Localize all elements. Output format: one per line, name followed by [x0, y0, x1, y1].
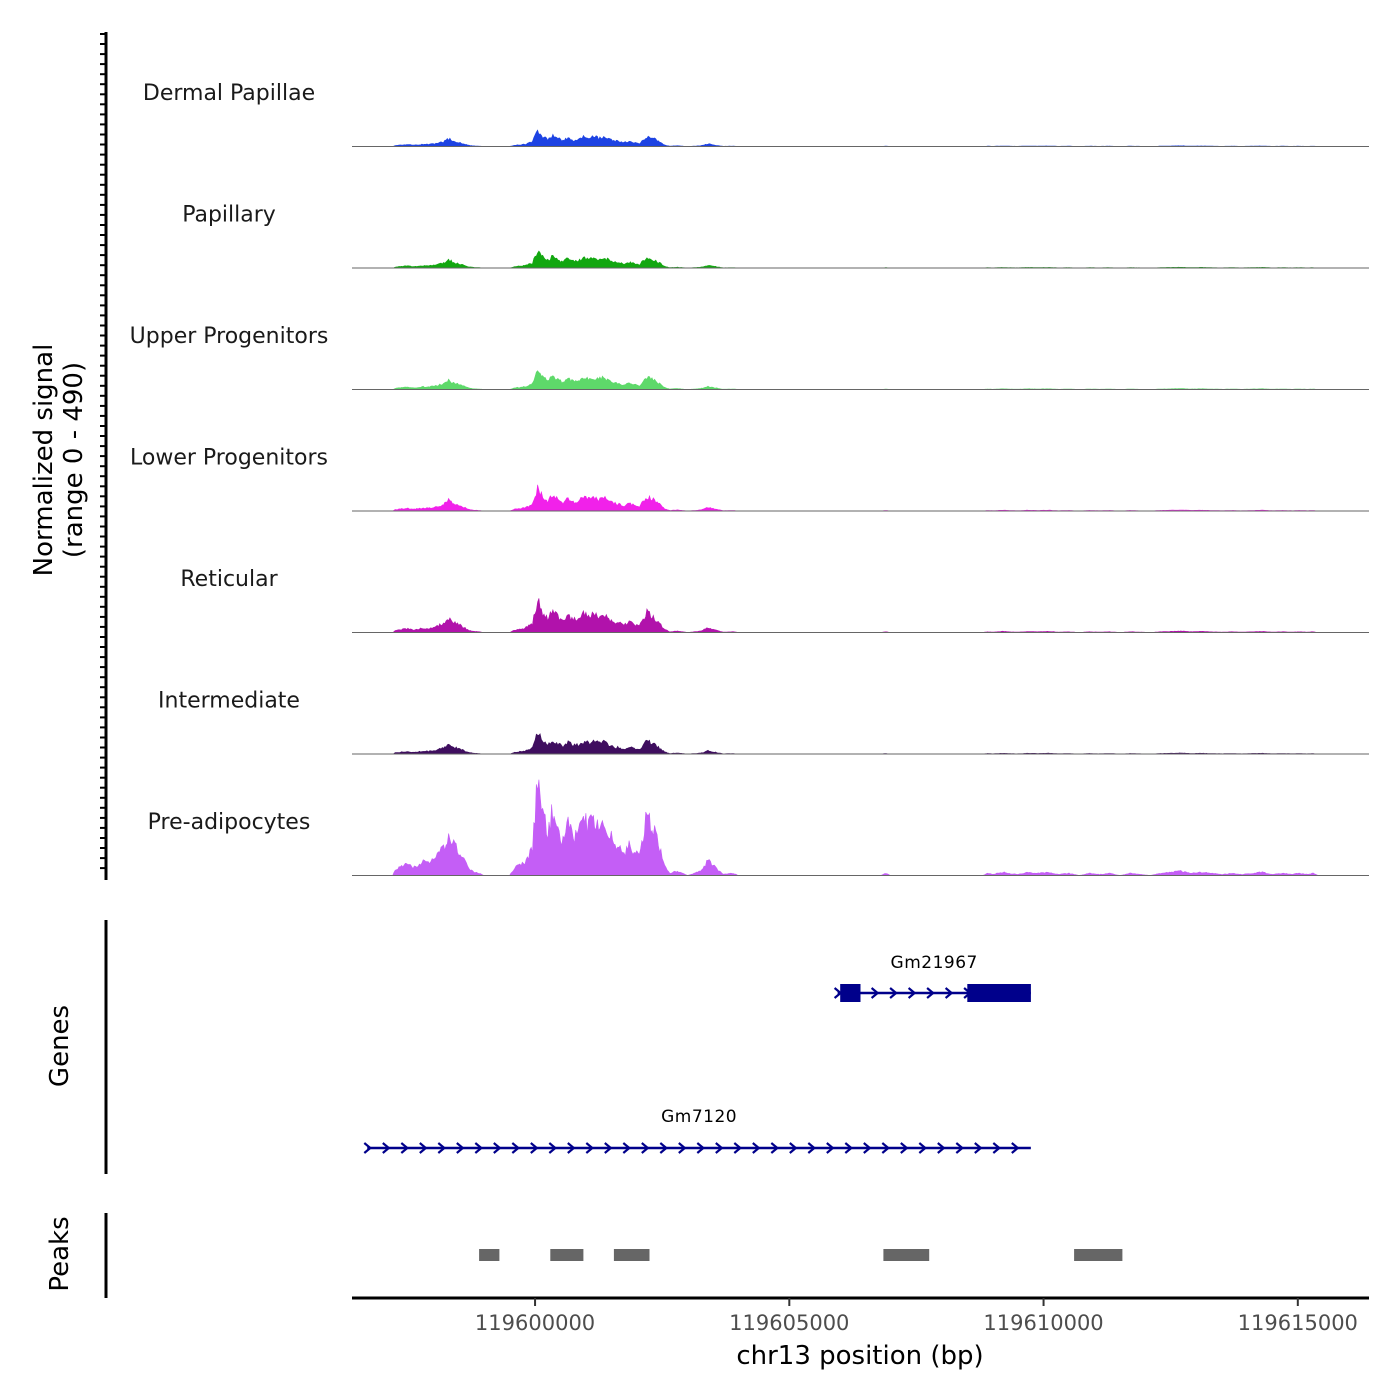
coverage-area	[391, 598, 1319, 633]
track-label: Intermediate	[158, 689, 300, 714]
peaks-track-title: Peaks	[45, 1216, 75, 1291]
gene-label: Gm7120	[661, 1107, 737, 1127]
y-axis-title: Normalized signal	[29, 344, 59, 577]
x-tick-label: 119605000	[729, 1311, 849, 1335]
track-lower-progenitors: Lower Progenitors	[130, 446, 1369, 512]
track-upper-progenitors: Upper Progenitors	[130, 324, 1369, 390]
track-intermediate: Intermediate	[158, 689, 1369, 755]
coverage-area	[392, 733, 1319, 755]
peak	[1074, 1249, 1123, 1261]
strand-arrow	[363, 1142, 373, 1154]
track-pre-adipocytes: Pre-adipocytes	[148, 779, 1369, 876]
x-tick-label: 119610000	[983, 1311, 1103, 1335]
strand-arrow	[456, 1142, 465, 1154]
peak-track	[479, 1249, 1123, 1261]
strand-arrow	[622, 1142, 632, 1154]
strand-arrow	[530, 1142, 539, 1154]
strand-arrow	[992, 1142, 1002, 1154]
strand-arrow	[1011, 1142, 1020, 1154]
track-dermal-papillae: Dermal Papillae	[143, 81, 1369, 147]
strand-arrow	[789, 1142, 798, 1154]
strand-arrow	[889, 987, 898, 999]
strand-arrow	[833, 987, 843, 999]
strand-arrow	[659, 1142, 669, 1154]
strand-arrow	[585, 1142, 595, 1154]
strand-arrow	[678, 1142, 687, 1154]
strand-arrow	[863, 1142, 872, 1154]
strand-arrow	[944, 987, 954, 999]
strand-arrow	[548, 1142, 558, 1154]
strand-arrow	[881, 1142, 891, 1154]
strand-arrow	[419, 1142, 428, 1154]
coverage-area	[392, 484, 1319, 512]
exon	[840, 984, 861, 1002]
strand-arrow	[641, 1142, 650, 1154]
x-tick-label: 119600000	[475, 1311, 595, 1335]
strand-arrow	[870, 987, 880, 999]
x-axis-ticks: 119600000 119605000 119610000 119615000	[475, 1298, 1358, 1335]
coverage-area	[392, 250, 1319, 269]
x-axis-title: chr13 position (bp)	[736, 1341, 983, 1371]
strand-arrow	[974, 1142, 983, 1154]
exon	[967, 984, 1031, 1002]
strand-arrow	[826, 1142, 835, 1154]
track-label: Dermal Papillae	[143, 81, 315, 106]
strand-arrow	[926, 987, 935, 999]
strand-arrow	[382, 1142, 391, 1154]
gene-gm21967: Gm21967	[833, 953, 1031, 1002]
gene-label: Gm21967	[891, 953, 978, 973]
track-reticular: Reticular	[180, 567, 1369, 633]
peak	[613, 1249, 650, 1261]
coverage-area	[392, 370, 1319, 390]
strand-arrow	[937, 1142, 946, 1154]
strand-arrow	[807, 1142, 817, 1154]
strand-arrow	[907, 987, 917, 999]
strand-arrow	[604, 1142, 613, 1154]
track-label: Papillary	[182, 203, 276, 228]
signal-axis-ticks	[100, 33, 106, 870]
track-label: Pre-adipocytes	[148, 810, 311, 835]
x-tick-label: 119615000	[1238, 1311, 1358, 1335]
strand-arrow	[696, 1142, 706, 1154]
gene-track: Gm21967 Gm7120	[363, 953, 1031, 1154]
gene-gm7120: Gm7120	[363, 1107, 1031, 1154]
strand-arrow	[752, 1142, 761, 1154]
strand-arrow	[474, 1142, 484, 1154]
strand-arrow	[437, 1142, 447, 1154]
strand-arrow	[715, 1142, 724, 1154]
strand-arrow	[400, 1142, 410, 1154]
coverage-area	[392, 779, 1319, 876]
strand-arrow	[900, 1142, 909, 1154]
strand-arrow	[770, 1142, 780, 1154]
track-label: Upper Progenitors	[130, 324, 329, 349]
strand-arrow	[493, 1142, 502, 1154]
strand-arrow	[955, 1142, 965, 1154]
strand-arrow	[511, 1142, 521, 1154]
coverage-area	[392, 129, 1319, 147]
peak	[550, 1249, 584, 1261]
peak	[479, 1249, 500, 1261]
y-axis-subtitle: (range 0 - 490)	[59, 362, 89, 558]
track-label: Lower Progenitors	[130, 446, 328, 471]
strand-arrow	[844, 1142, 854, 1154]
signal-tracks: Dermal Papillae Papillary Upper Progenitor…	[130, 81, 1369, 876]
strand-arrow	[918, 1142, 928, 1154]
track-label: Reticular	[180, 567, 278, 592]
strand-arrow	[733, 1142, 743, 1154]
track-papillary: Papillary	[182, 203, 1369, 269]
peak	[883, 1249, 930, 1261]
strand-arrow	[567, 1142, 576, 1154]
genes-track-title: Genes	[45, 1005, 75, 1087]
